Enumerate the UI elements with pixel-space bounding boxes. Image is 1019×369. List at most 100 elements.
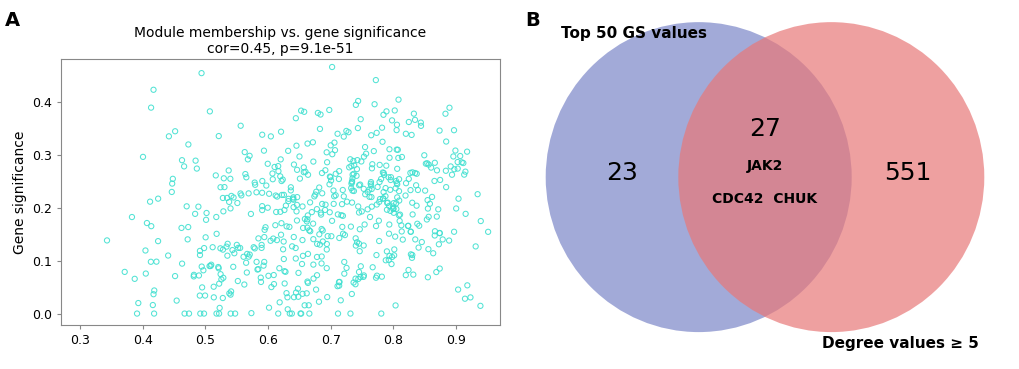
Point — [148, 259, 164, 265]
Point — [368, 130, 384, 136]
Point — [146, 311, 162, 317]
Point — [203, 262, 219, 268]
Point — [243, 310, 259, 316]
Point — [389, 155, 406, 161]
Point — [256, 227, 272, 233]
Point — [225, 264, 242, 270]
Point — [335, 193, 352, 199]
Point — [401, 187, 418, 193]
Point — [426, 160, 442, 166]
Point — [247, 180, 263, 186]
Point — [205, 284, 221, 290]
Point — [351, 210, 367, 215]
Point — [267, 193, 283, 199]
Point — [228, 242, 245, 248]
Point — [212, 271, 228, 277]
Point — [363, 132, 379, 138]
Point — [348, 173, 365, 179]
Point — [143, 223, 159, 229]
Point — [350, 98, 366, 104]
Point — [388, 194, 405, 200]
Point — [347, 102, 364, 108]
Point — [208, 214, 224, 220]
Point — [318, 246, 334, 252]
Point — [301, 302, 317, 308]
Point — [383, 117, 399, 123]
Point — [279, 294, 296, 300]
Point — [312, 210, 328, 215]
Point — [240, 254, 257, 260]
Point — [319, 294, 335, 300]
Point — [163, 189, 179, 195]
Point — [409, 171, 425, 177]
Point — [189, 166, 205, 172]
Point — [345, 162, 362, 168]
Point — [338, 199, 355, 205]
Point — [296, 165, 312, 170]
Point — [307, 192, 323, 197]
Point — [418, 217, 434, 223]
Point — [291, 176, 308, 182]
Point — [345, 171, 362, 177]
Point — [232, 123, 249, 129]
Point — [285, 197, 302, 203]
Point — [467, 244, 483, 249]
Point — [388, 146, 405, 152]
Point — [376, 172, 392, 178]
Point — [385, 252, 401, 258]
Point — [390, 188, 407, 194]
Point — [430, 241, 446, 247]
Point — [242, 252, 258, 258]
Point — [273, 192, 289, 198]
Point — [278, 290, 294, 296]
Point — [330, 176, 346, 182]
Point — [352, 226, 368, 232]
Point — [371, 179, 387, 185]
Point — [442, 163, 459, 169]
Point — [423, 165, 439, 170]
Point — [221, 199, 237, 205]
Point — [363, 179, 379, 185]
Point — [227, 311, 244, 317]
Point — [386, 234, 403, 239]
Point — [384, 206, 400, 211]
Point — [350, 204, 366, 210]
Point — [368, 275, 384, 281]
Point — [336, 259, 353, 265]
Point — [294, 225, 311, 231]
Point — [247, 182, 263, 188]
Point — [208, 172, 224, 178]
Point — [211, 311, 227, 317]
Point — [288, 218, 305, 224]
Point — [323, 233, 339, 239]
Point — [350, 125, 366, 131]
Point — [218, 244, 234, 249]
Point — [139, 220, 155, 226]
Point — [400, 119, 417, 125]
Point — [348, 166, 365, 172]
Point — [364, 204, 380, 210]
Point — [285, 162, 302, 168]
Point — [186, 211, 203, 217]
Point — [257, 224, 273, 230]
Point — [271, 299, 287, 305]
Point — [318, 241, 334, 247]
Point — [356, 242, 372, 248]
Point — [457, 296, 473, 302]
Point — [253, 245, 269, 251]
Point — [292, 108, 309, 114]
Point — [344, 188, 361, 194]
Text: JAK2: JAK2 — [746, 159, 783, 173]
Point — [214, 295, 230, 301]
Point — [353, 159, 369, 165]
Point — [343, 178, 360, 184]
Point — [239, 156, 256, 162]
Point — [387, 303, 404, 308]
Point — [281, 224, 298, 230]
Point — [277, 203, 293, 208]
Point — [297, 302, 313, 308]
Point — [138, 270, 154, 276]
Point — [446, 148, 463, 154]
Point — [185, 273, 202, 279]
Point — [265, 272, 281, 278]
